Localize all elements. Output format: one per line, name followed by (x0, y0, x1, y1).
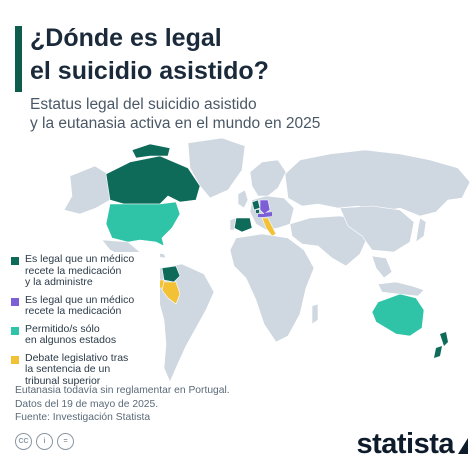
legend-line: la sentencia de un (25, 363, 111, 375)
legend-line: Es legal que un médico (25, 293, 135, 306)
legend-item-some-states: Permitido/s sólo en algunos estados (10, 322, 158, 347)
greenland (187, 138, 246, 199)
legend-line: Es legal que un médico (25, 253, 135, 265)
alaska (63, 165, 111, 215)
austria (264, 212, 272, 217)
map-legend: Es legal que un médico recete la medicac… (8, 252, 160, 395)
legend-item-legal-prescribe-administer: Es legal que un médico recete la medicac… (10, 253, 158, 289)
germany (259, 199, 271, 215)
page-subtitle: Estatus legal del suicidio asistido y la… (30, 95, 320, 133)
italy (261, 217, 277, 237)
canada-islands (131, 143, 171, 159)
legend-line: recete la medicación (25, 264, 122, 277)
legend-line: y la administre (25, 276, 93, 288)
creative-commons-icon[interactable]: CC (15, 433, 32, 450)
portugal (229, 217, 237, 231)
legend-label: Es legal que un médico recete la medicac… (25, 253, 135, 289)
subtitle-line-2: y la eutanasia activa en el mundo en 202… (30, 115, 321, 132)
legend-swatch (11, 297, 19, 306)
legend-line: recete la medicación (25, 305, 122, 317)
legend-label: Es legal que un médico recete la medicac… (25, 293, 135, 318)
usa (105, 201, 181, 247)
peru (161, 281, 181, 305)
no-derivatives-icon[interactable]: = (57, 433, 74, 450)
luxembourg (256, 210, 259, 213)
legend-line: tribunal superior (25, 374, 101, 387)
legend-item-legal-prescribe: Es legal que un médico recete la medicac… (10, 293, 158, 318)
legend-label: Permitido/s sólo en algunos estados (25, 322, 117, 347)
subtitle-line-1: Estatus legal del suicidio asistido (30, 96, 257, 113)
japan (415, 217, 427, 243)
license-icons: CC i = (15, 433, 74, 450)
madagascar (311, 303, 319, 325)
legend-swatch (11, 355, 19, 364)
legend-item-legislative-debate: Debate legislativo tras la sentencia de … (10, 351, 158, 388)
switzerland (258, 214, 264, 217)
china (339, 205, 415, 253)
note-date: Datos del 19 de mayo de 2025. (15, 398, 159, 410)
asia-south (289, 215, 369, 267)
africa (229, 233, 315, 343)
legend-swatch (11, 326, 19, 335)
title-line-2: el suicidio asistido? (30, 57, 269, 85)
statista-logo-mark-icon (458, 438, 468, 454)
scandinavia (249, 159, 287, 197)
new-zealand (434, 332, 448, 358)
page-title: ¿Dónde es legal el suicidio asistido? (30, 22, 269, 88)
statista-logo[interactable]: statista (356, 428, 454, 460)
title-accent-bar (15, 26, 22, 92)
world-map (0, 138, 474, 400)
southeast-asia (371, 255, 393, 279)
source-notes: Eutanasia todavía sin reglamentar en Por… (15, 384, 230, 425)
legend-line: Permitido/s sólo (25, 322, 100, 335)
russia (284, 149, 471, 217)
legend-line: Debate legislativo tras (25, 351, 129, 364)
note-portugal: Eutanasia todavía sin reglamentar en Por… (15, 385, 230, 396)
canada (105, 155, 201, 205)
legend-swatch (11, 257, 19, 265)
spain (233, 217, 253, 233)
legend-line: en algunos estados (25, 334, 117, 346)
colombia (161, 265, 181, 283)
info-icon[interactable]: i (36, 433, 53, 450)
note-source: Fuente: Investigación Statista (15, 412, 151, 423)
australia (371, 293, 425, 337)
indonesia (377, 281, 425, 297)
title-line-1: ¿Dónde es legal (30, 24, 222, 52)
uk (237, 189, 249, 209)
legend-label: Debate legislativo tras la sentencia de … (25, 351, 129, 388)
